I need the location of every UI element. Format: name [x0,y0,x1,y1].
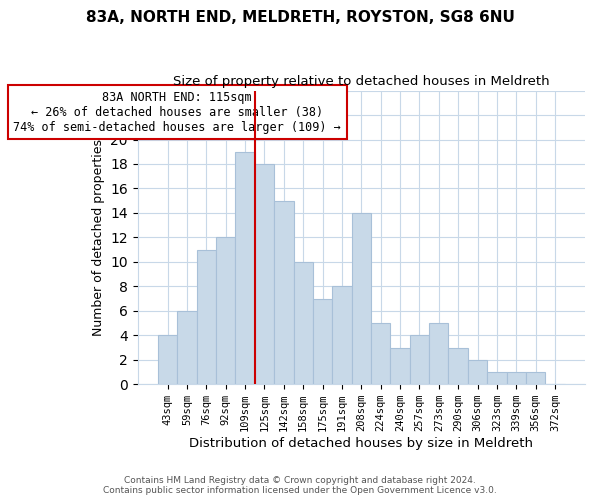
Bar [526,372,545,384]
Bar [448,348,468,384]
Bar [313,298,332,384]
Y-axis label: Number of detached properties: Number of detached properties [92,139,104,336]
Bar [429,323,448,384]
Bar [255,164,274,384]
Bar [410,336,429,384]
Bar [235,152,255,384]
Bar [158,336,178,384]
Text: 83A NORTH END: 115sqm
← 26% of detached houses are smaller (38)
74% of semi-deta: 83A NORTH END: 115sqm ← 26% of detached … [13,90,341,134]
Bar [178,311,197,384]
Text: 83A, NORTH END, MELDRETH, ROYSTON, SG8 6NU: 83A, NORTH END, MELDRETH, ROYSTON, SG8 6… [86,10,514,25]
Bar [332,286,352,384]
X-axis label: Distribution of detached houses by size in Meldreth: Distribution of detached houses by size … [190,437,533,450]
Title: Size of property relative to detached houses in Meldreth: Size of property relative to detached ho… [173,75,550,88]
Bar [197,250,216,384]
Bar [468,360,487,384]
Bar [487,372,506,384]
Bar [506,372,526,384]
Bar [371,323,391,384]
Bar [216,238,235,384]
Bar [293,262,313,384]
Text: Contains HM Land Registry data © Crown copyright and database right 2024.
Contai: Contains HM Land Registry data © Crown c… [103,476,497,495]
Bar [352,213,371,384]
Bar [391,348,410,384]
Bar [274,200,293,384]
